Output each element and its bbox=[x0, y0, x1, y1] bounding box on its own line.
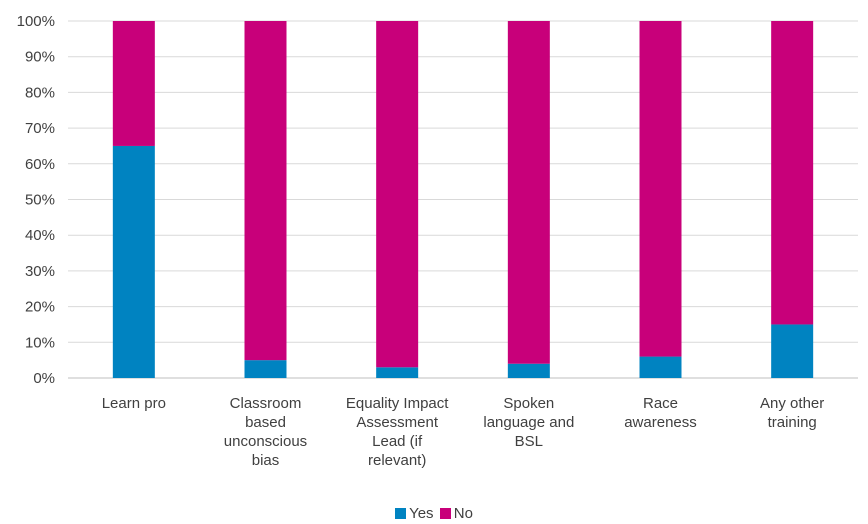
x-category-label: Classroom based unconscious bias bbox=[224, 395, 307, 469]
y-tick-label: 0% bbox=[33, 370, 55, 387]
legend-swatch-no bbox=[439, 508, 451, 519]
x-category-label: Learn pro bbox=[102, 395, 166, 412]
y-axis-tick-labels: 0% 10% 20% 30% 40% 50% 60% 70% 80% 90% 100% bbox=[17, 13, 55, 387]
bar-no bbox=[112, 21, 155, 146]
x-category-label: Any other training bbox=[760, 395, 824, 431]
y-tick-label: 60% bbox=[25, 156, 55, 173]
y-tick-label: 30% bbox=[25, 263, 55, 280]
x-category-label: Spoken language and BSL bbox=[483, 395, 574, 450]
y-tick-label: 20% bbox=[25, 299, 55, 316]
legend-swatch-yes bbox=[395, 508, 407, 519]
y-tick-label: 70% bbox=[25, 120, 55, 137]
y-tick-label: 80% bbox=[25, 84, 55, 101]
legend-label-no: No bbox=[453, 505, 473, 522]
y-tick-label: 90% bbox=[25, 49, 55, 66]
bar-yes bbox=[376, 367, 419, 378]
y-tick-label: 100% bbox=[17, 13, 55, 30]
bar-yes bbox=[507, 363, 550, 378]
y-tick-label: 10% bbox=[25, 334, 55, 351]
bar-no bbox=[376, 21, 419, 368]
bar-no bbox=[244, 21, 287, 361]
legend-label-yes: Yes bbox=[409, 505, 434, 522]
gridlines bbox=[68, 20, 858, 379]
x-axis-category-labels: Learn pro Classroom based unconscious bias Eq… bbox=[102, 395, 825, 469]
bar-no bbox=[507, 21, 550, 364]
bar-yes bbox=[771, 324, 814, 378]
y-tick-label: 40% bbox=[25, 227, 55, 244]
legend-item-no: No bbox=[439, 505, 473, 522]
stacked-bar-chart: 0% 10% 20% 30% 40% 50% 60% 70% 80% 90% 100% Learn … bbox=[17, 13, 858, 469]
x-category-label: Equality Impact Assessment Lead (if relevan… bbox=[346, 395, 449, 469]
legend-item-yes: Yes bbox=[395, 505, 434, 522]
bar-yes bbox=[112, 145, 155, 378]
legend: Yes No bbox=[0, 505, 868, 523]
bar-yes bbox=[639, 356, 682, 378]
bar-no bbox=[771, 21, 814, 325]
bar-no bbox=[639, 21, 682, 357]
y-tick-label: 50% bbox=[25, 192, 55, 209]
bars bbox=[112, 21, 814, 378]
bar-yes bbox=[244, 360, 287, 378]
x-category-label: Race awareness bbox=[624, 395, 697, 431]
